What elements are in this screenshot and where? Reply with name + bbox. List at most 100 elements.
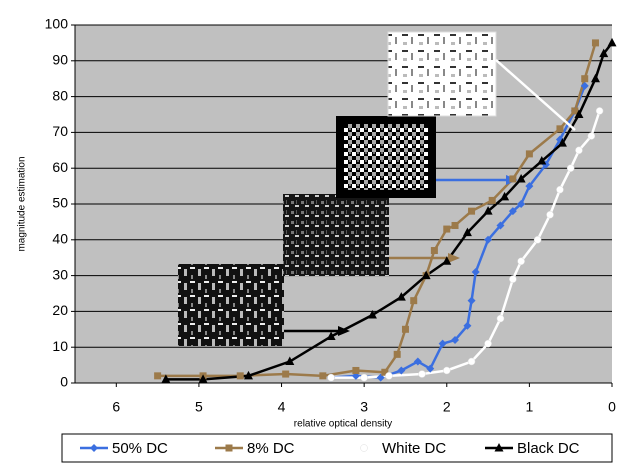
inset-image — [178, 264, 284, 346]
legend-marker — [90, 444, 98, 452]
legend-label: White DC — [382, 440, 446, 457]
point — [442, 256, 452, 265]
x-tick-label: 5 — [195, 399, 203, 415]
point — [463, 321, 472, 330]
point — [566, 164, 575, 172]
point — [397, 366, 406, 375]
point — [509, 275, 517, 283]
point — [451, 336, 460, 345]
legend-label: 8% DC — [247, 440, 295, 457]
point — [381, 368, 389, 376]
point — [236, 372, 244, 380]
point — [367, 309, 377, 319]
point — [525, 182, 534, 191]
y-tick-label: 30 — [52, 266, 68, 282]
series-line — [331, 85, 586, 379]
point — [385, 372, 393, 380]
point — [462, 227, 472, 237]
point — [413, 357, 422, 366]
point — [509, 175, 517, 183]
point — [327, 373, 335, 382]
point — [587, 132, 596, 140]
x-tick-label: 3 — [360, 399, 368, 415]
x-tick-label: 2 — [443, 399, 451, 415]
legend-items: 50% DC 8% DC White DC Black DC — [80, 440, 580, 457]
point — [360, 373, 368, 382]
arrow-head — [338, 326, 350, 336]
legend-label: Black DC — [517, 440, 580, 457]
point — [496, 314, 505, 323]
y-tick-label: 0 — [60, 374, 68, 390]
y-tick-label: 20 — [52, 302, 68, 318]
point — [517, 200, 526, 208]
point — [556, 185, 564, 194]
point — [533, 236, 542, 244]
point — [319, 372, 327, 380]
point — [401, 325, 409, 333]
point — [571, 107, 579, 115]
point — [575, 146, 583, 155]
point — [556, 125, 564, 133]
point — [451, 221, 459, 229]
point — [500, 191, 510, 201]
point — [426, 364, 435, 373]
point — [525, 150, 533, 158]
legend-marker — [225, 444, 233, 452]
point — [198, 374, 208, 383]
point — [430, 247, 438, 255]
point — [557, 138, 567, 147]
point — [496, 221, 505, 230]
point — [243, 370, 253, 380]
y-tick-label: 90 — [52, 52, 68, 68]
legend-marker — [360, 444, 368, 452]
arrow — [495, 59, 576, 131]
x-tick-label: 6 — [112, 399, 120, 415]
y-tick-label: 40 — [52, 231, 68, 247]
point — [546, 210, 554, 219]
point — [590, 73, 600, 83]
series-line — [157, 42, 597, 378]
point — [484, 235, 493, 244]
point — [421, 270, 431, 280]
point — [467, 357, 476, 366]
legend-marker — [494, 443, 504, 452]
point — [282, 370, 290, 378]
legend — [61, 433, 613, 463]
y-tick-label: 50 — [52, 195, 68, 211]
point — [410, 297, 418, 305]
point — [591, 39, 599, 47]
point — [517, 257, 525, 266]
y-axis-label: magnitude estimation — [17, 156, 28, 251]
x-tick-label: 0 — [608, 399, 616, 415]
arrow-head — [448, 253, 460, 263]
point — [161, 374, 171, 383]
y-tick-label: 80 — [52, 87, 68, 103]
point — [471, 268, 480, 277]
inset-image — [344, 124, 428, 190]
point — [599, 48, 609, 58]
point — [443, 225, 451, 233]
inset-image — [283, 194, 389, 276]
point — [581, 75, 589, 83]
inset-image — [387, 31, 497, 117]
point — [468, 207, 476, 215]
point — [326, 331, 336, 340]
y-tick-label: 100 — [45, 16, 69, 32]
point — [393, 350, 401, 358]
point — [483, 206, 493, 215]
x-tick-label: 4 — [278, 399, 286, 415]
point — [580, 81, 589, 90]
point — [352, 366, 360, 374]
legend-label: 50% DC — [112, 440, 168, 457]
y-tick-label: 70 — [52, 123, 68, 139]
point — [396, 292, 406, 301]
x-axis-label: relative optical density — [294, 419, 392, 430]
point — [467, 296, 476, 305]
point — [285, 356, 295, 366]
point — [574, 109, 584, 118]
point — [484, 339, 492, 348]
point — [443, 366, 451, 375]
x-tick-label: 1 — [525, 399, 533, 415]
